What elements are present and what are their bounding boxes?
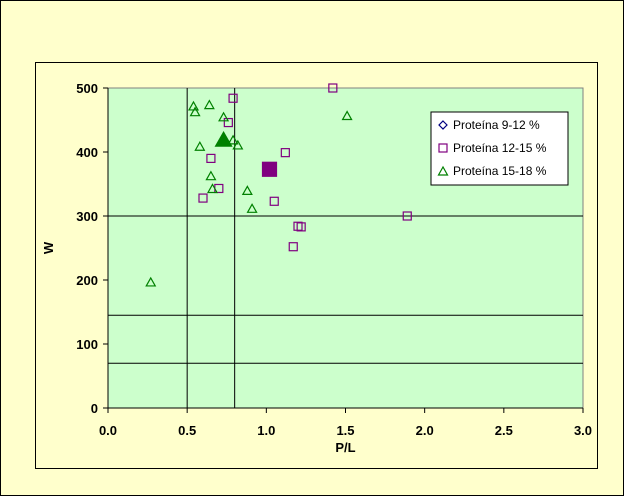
x-tick-label: 2.0 bbox=[416, 423, 434, 438]
y-tick-label: 0 bbox=[91, 401, 98, 416]
data-point-diamond bbox=[438, 120, 448, 130]
data-point-triangle bbox=[232, 139, 244, 150]
data-point-square bbox=[206, 153, 216, 163]
y-tick-label: 300 bbox=[76, 209, 98, 224]
data-point-square bbox=[402, 211, 412, 221]
data-point-triangle bbox=[227, 134, 239, 145]
data-point-triangle bbox=[218, 111, 230, 122]
data-point-square bbox=[228, 93, 238, 103]
data-point-triangle bbox=[145, 276, 157, 287]
data-point-square bbox=[280, 148, 290, 158]
legend-label: Proteína 12-15 % bbox=[453, 141, 547, 155]
x-tick-label: 0.5 bbox=[178, 423, 196, 438]
data-point-triangle bbox=[341, 110, 353, 121]
legend-box bbox=[430, 111, 569, 186]
x-tick-label: 1.0 bbox=[257, 423, 275, 438]
y-tick-label: 100 bbox=[76, 337, 98, 352]
data-point-triangle bbox=[206, 183, 219, 194]
y-axis-title: W bbox=[41, 241, 56, 254]
data-point-triangle bbox=[203, 99, 215, 110]
data-point-triangle bbox=[205, 170, 217, 181]
y-tick-label: 500 bbox=[76, 81, 98, 96]
data-point-triangle bbox=[189, 106, 201, 117]
data-point-square bbox=[223, 117, 233, 128]
x-tick-label: 0.0 bbox=[99, 423, 117, 438]
data-point-triangle bbox=[437, 165, 449, 176]
data-point-triangle bbox=[194, 141, 206, 151]
data-point-square bbox=[296, 222, 306, 232]
x-tick-label: 3.0 bbox=[574, 423, 592, 438]
data-point-square bbox=[328, 83, 338, 93]
y-tick-label: 200 bbox=[76, 273, 98, 288]
data-point-square bbox=[438, 143, 448, 153]
data-point-triangle-highlight bbox=[214, 130, 233, 147]
x-tick-label: 1.5 bbox=[336, 423, 354, 438]
data-point-square bbox=[293, 221, 303, 231]
data-point-square-highlight bbox=[261, 161, 278, 177]
data-point-square bbox=[269, 196, 279, 206]
legend-label: Proteína 9-12 % bbox=[453, 118, 540, 132]
data-point-square bbox=[288, 242, 298, 252]
data-point-triangle bbox=[246, 203, 258, 213]
x-tick-label: 2.5 bbox=[495, 423, 513, 438]
legend-label: Proteína 15-18 % bbox=[453, 164, 547, 178]
x-axis-title: P/L bbox=[335, 440, 355, 455]
data-point-triangle bbox=[241, 185, 253, 195]
y-tick-label: 400 bbox=[76, 145, 98, 160]
data-point-square bbox=[198, 193, 208, 203]
